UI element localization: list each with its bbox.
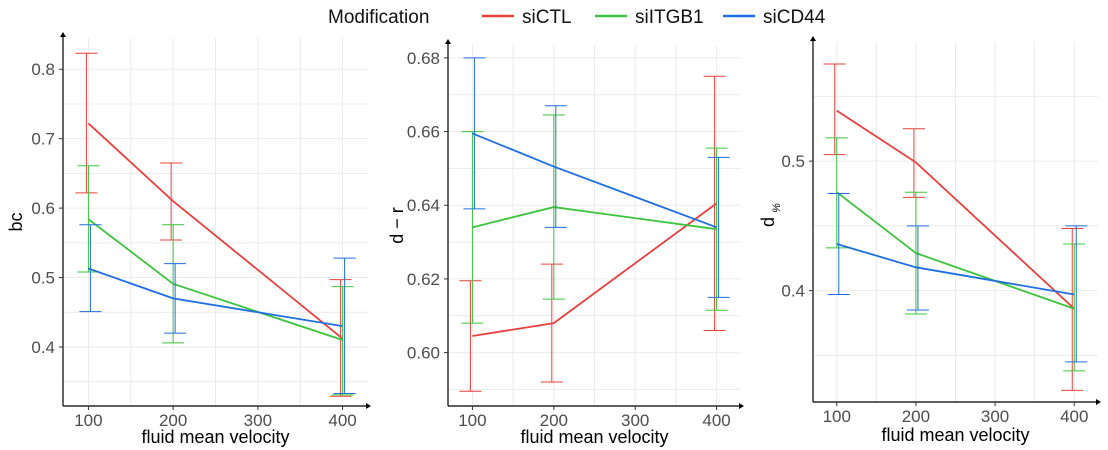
chart1-y-arrow (445, 39, 451, 44)
chart2-xtick-label: 100 (823, 407, 851, 426)
chart2-ytick-label: 0.5 (781, 152, 805, 171)
chart1-xtick-label: 300 (621, 411, 649, 430)
chart1-ytick-label: 0.64 (407, 196, 440, 215)
panel-d-r: 0.60 0.62 0.64 0.66 0.68 100 200 300 400 fluid me… (387, 39, 744, 447)
chart1-series-siCD44 (463, 57, 730, 298)
chart0-line-siCD44 (88, 267, 343, 328)
chart0-xtick-label: 100 (74, 411, 102, 430)
chart1-y-label: d − r (387, 207, 407, 244)
chart0-xtick-label: 300 (244, 411, 272, 430)
chart1-x-label: fluid mean velocity (520, 427, 668, 447)
chart1-series-siCTL (459, 75, 726, 392)
chart2-line-siCD44 (836, 243, 1075, 296)
chart0-ytick-label: 0.5 (31, 269, 55, 288)
chart2-line-siCTL (836, 109, 1075, 310)
chart1-x-arrow (739, 403, 744, 409)
chart2-series-siITGB1 (825, 137, 1086, 372)
chart0-xtick-label: 200 (159, 411, 187, 430)
chart1-xtick-label: 200 (540, 411, 568, 430)
chart2-x-label: fluid mean velocity (881, 425, 1029, 445)
chart0-line-siITGB1 (87, 218, 343, 341)
legend-label-siITGB1: siITGB1 (635, 7, 704, 28)
chart2-y-label-subscript: % (771, 203, 783, 213)
chart0-series-siITGB1 (77, 165, 354, 396)
chart1-line-siCTL (472, 202, 718, 337)
panel-bc: 0.4 0.5 0.6 0.7 0.8 100 200 300 400 fluid mean ve… (6, 32, 371, 447)
chart2-xtick-label: 300 (981, 407, 1009, 426)
chart0-xtick-label: 400 (328, 411, 356, 430)
chart2-series-siCD44 (827, 193, 1088, 363)
chart2-x-arrow (1096, 399, 1101, 405)
chart2-ytick-label: 0.4 (781, 282, 805, 301)
chart0-series-siCTL (75, 52, 352, 397)
chart2-xtick-label: 400 (1060, 407, 1088, 426)
legend-label-siCTL: siCTL (522, 7, 572, 28)
legend-label-siCD44: siCD44 (763, 7, 826, 28)
chart1-ytick-label: 0.68 (407, 49, 440, 68)
chart0-y-label: bc (6, 212, 26, 231)
chart2-y-arrow (810, 36, 816, 41)
chart0-ytick-label: 0.7 (31, 130, 55, 149)
panel-d-percent: 0.4 0.5 100 200 300 400 fluid mean velocity d% (758, 36, 1101, 445)
chart1-xtick-label: 400 (702, 411, 730, 430)
chart0-ytick-label: 0.8 (31, 60, 55, 79)
chart1-ytick-label: 0.60 (407, 344, 440, 363)
chart1-ytick-label: 0.62 (407, 270, 440, 289)
chart0-y-arrow (60, 32, 66, 37)
chart1-ytick-label: 0.66 (407, 123, 440, 142)
chart2-xtick-label: 200 (902, 407, 930, 426)
chart1-line-siCD44 (472, 132, 717, 229)
chart0-line-siCTL (87, 122, 344, 340)
legend: Modification siCTL siITGB1 siCD44 (328, 7, 826, 28)
chart0-x-arrow (366, 403, 371, 409)
chart2-line-siITGB1 (836, 191, 1075, 310)
chart0-ytick-label: 0.6 (31, 199, 55, 218)
legend-title: Modification (328, 7, 429, 28)
chart0-ytick-label: 0.4 (31, 338, 55, 357)
chart1-xtick-label: 100 (458, 411, 486, 430)
chart0-series-siCD44 (79, 224, 356, 395)
chart2-series-siCTL (823, 63, 1084, 391)
chart1-series-siITGB1 (461, 114, 728, 324)
chart2-y-label: d (758, 217, 778, 227)
chart1-line-siITGB1 (472, 206, 717, 231)
chart0-x-label: fluid mean velocity (141, 427, 289, 447)
